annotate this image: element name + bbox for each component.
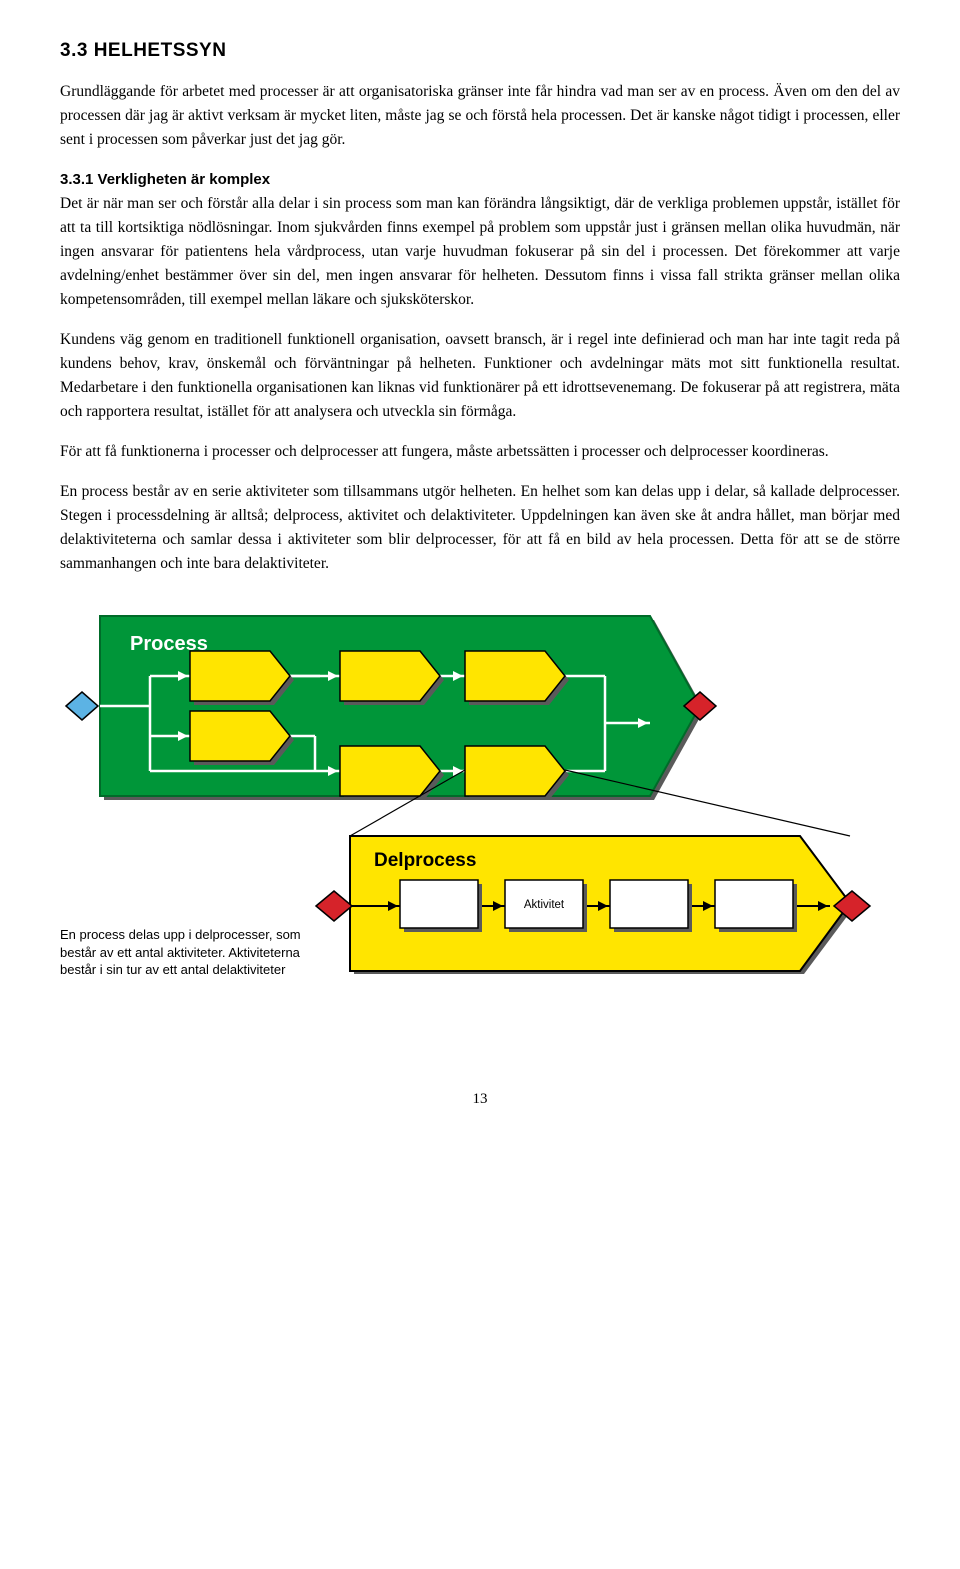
page-number: 13	[60, 1091, 900, 1108]
paragraph-text: Det är när man ser och förstår alla dela…	[60, 195, 900, 308]
process-diagram: Process	[60, 606, 900, 1041]
paragraph-kundens: Kundens väg genom en traditionell funkti…	[60, 328, 900, 424]
section-heading: 3.3 HELHETSSYN	[60, 40, 900, 62]
paragraph-funktioner: För att få funktionerna i processer och …	[60, 440, 900, 464]
diagram-caption: En process delas upp i delprocesser, som…	[60, 926, 310, 979]
delprocess-label: Delprocess	[374, 850, 476, 871]
paragraph-process: En process består av en serie aktivitete…	[60, 480, 900, 576]
paragraph-intro: Grundläggande för arbetet med processer …	[60, 80, 900, 152]
paragraph-3-3-1: 3.3.1 Verkligheten är komplex Det är när…	[60, 168, 900, 312]
subheading: 3.3.1 Verkligheten är komplex	[60, 171, 270, 188]
aktivitet-label: Aktivitet	[524, 899, 565, 911]
